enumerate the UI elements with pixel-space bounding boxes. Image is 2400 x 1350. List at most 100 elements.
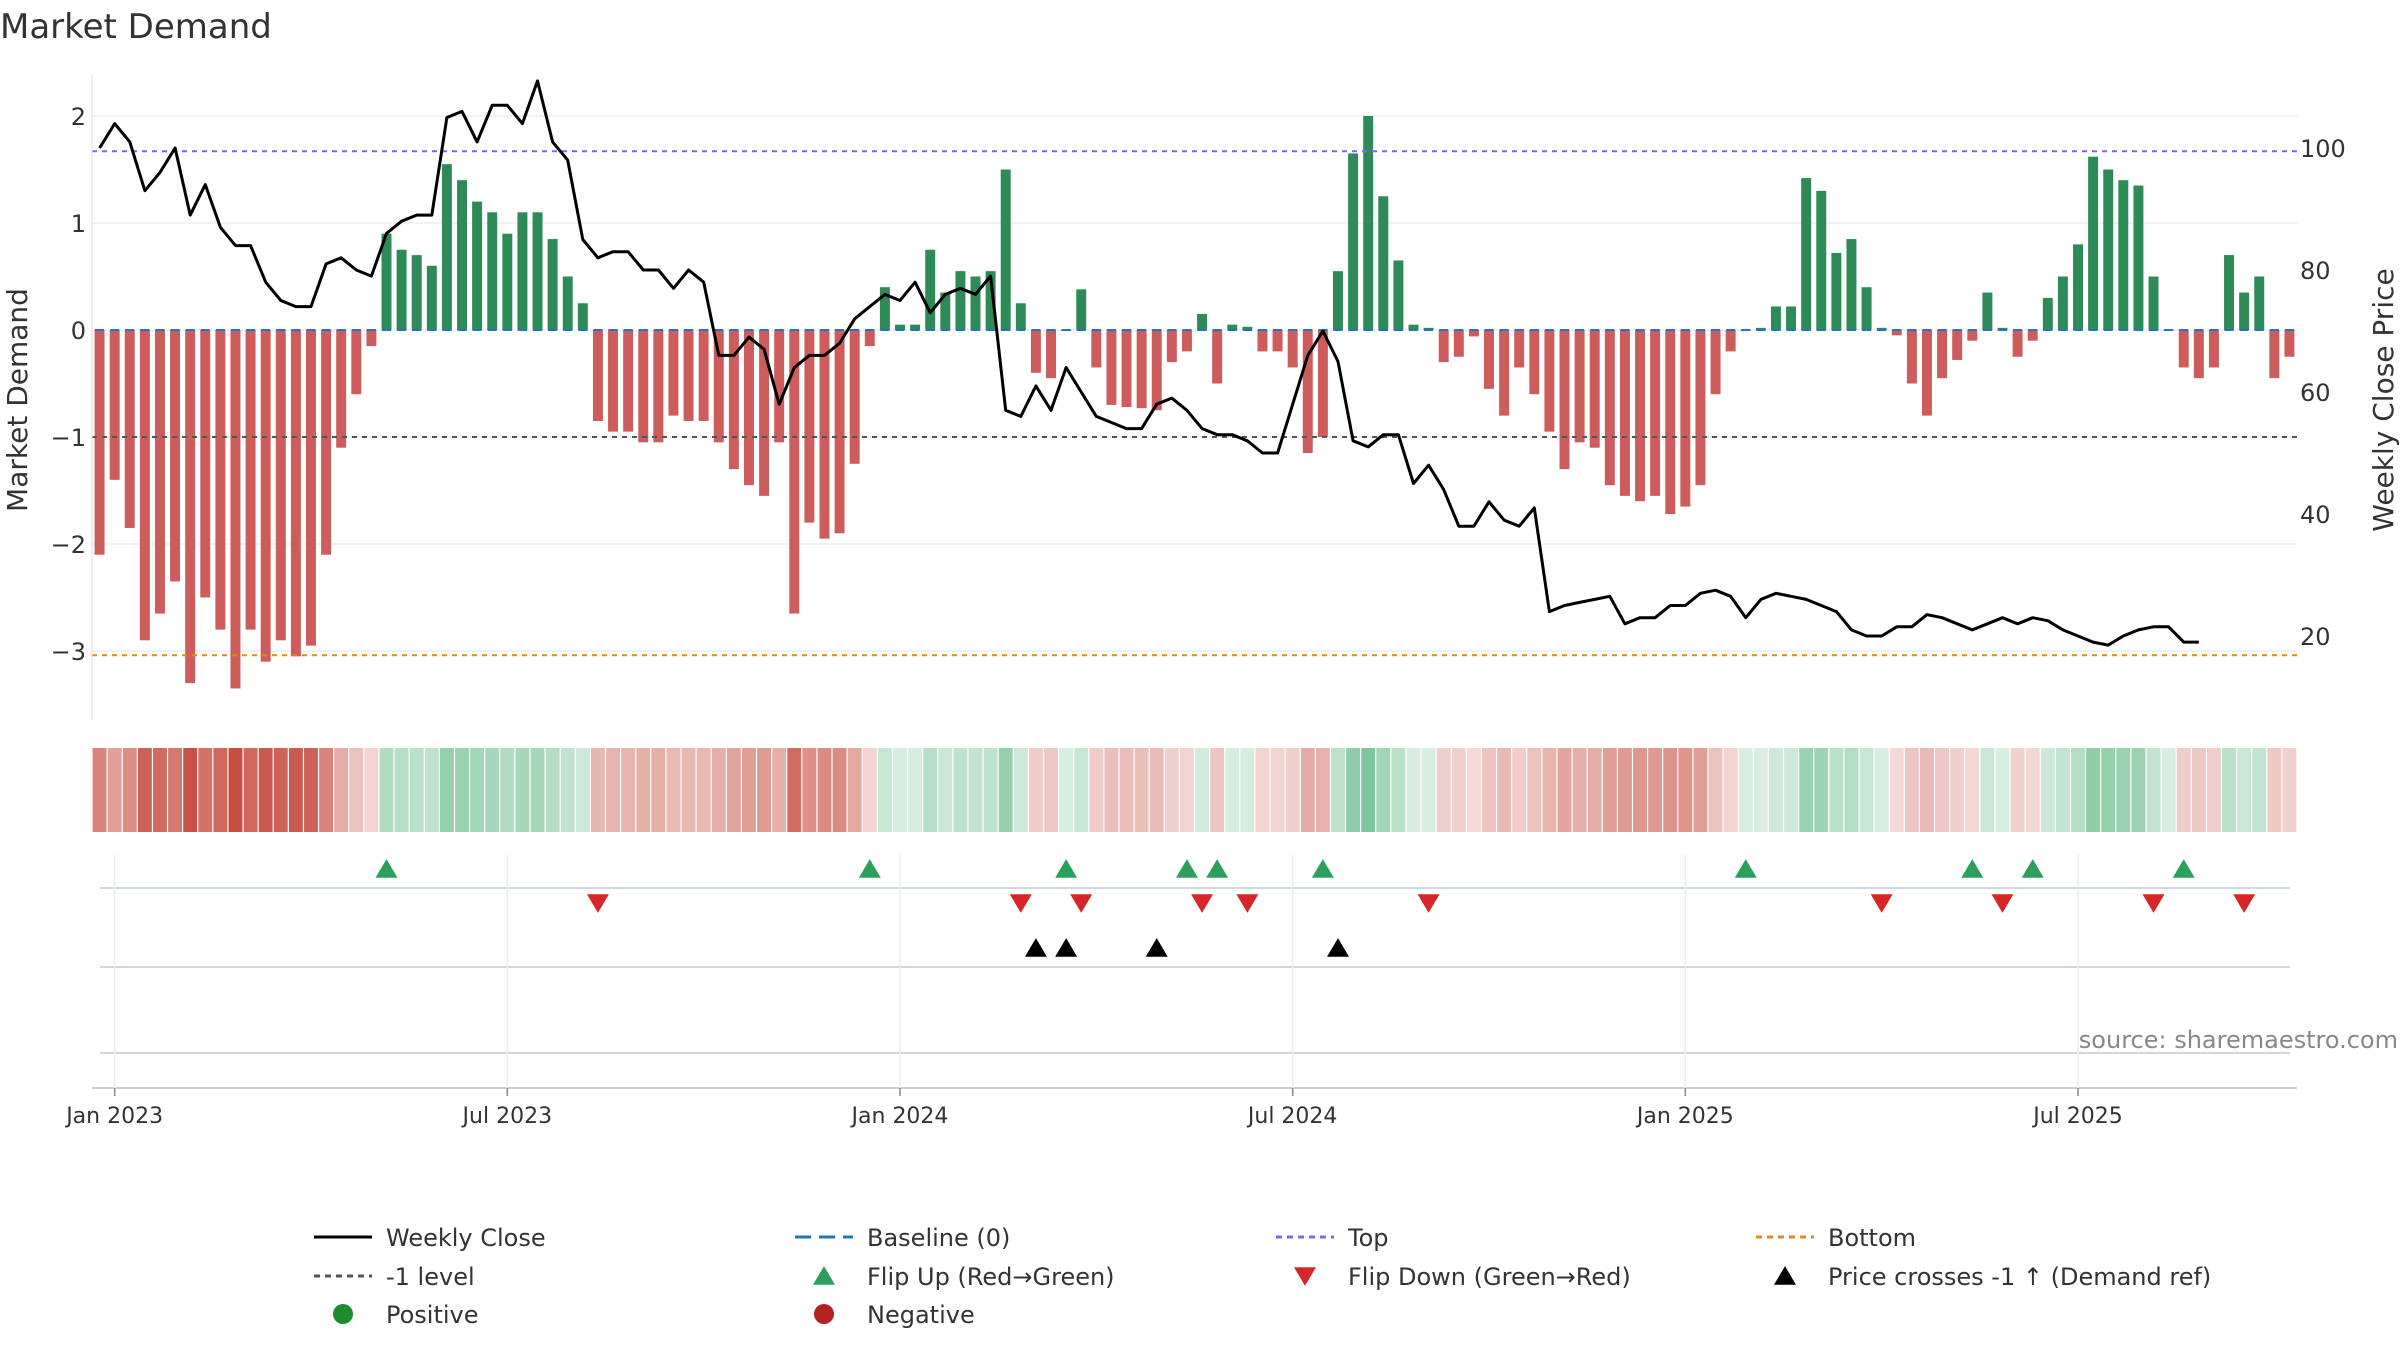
demand-bar: [774, 330, 785, 443]
demand-bar: [1619, 330, 1630, 496]
heat-cell: [2267, 748, 2282, 832]
y2-tick-label: 100: [2300, 135, 2346, 163]
demand-bar: [94, 330, 105, 555]
legend-swatch: [813, 1266, 835, 1285]
heat-cell: [1602, 748, 1617, 832]
demand-bar: [879, 287, 890, 330]
flip-up-marker: [1734, 859, 1757, 878]
heat-cell: [183, 748, 198, 832]
heat-cell: [1527, 748, 1542, 832]
heat-cell: [1769, 748, 1783, 832]
y2-tick-label: 40: [2300, 501, 2331, 529]
heat-cell: [726, 748, 741, 832]
heat-cell: [1195, 748, 1210, 832]
heat-cell: [802, 748, 817, 832]
heat-cell: [1361, 748, 1376, 832]
heat-cell: [1663, 748, 1678, 832]
y2-tick-label: 20: [2300, 623, 2331, 651]
heat-cell: [1149, 748, 1164, 832]
heat-cell: [2040, 748, 2055, 832]
heat-cell: [2191, 748, 2206, 832]
heat-cell: [681, 748, 696, 832]
flip-up-marker: [1055, 859, 1078, 878]
heat-cell: [908, 748, 923, 832]
demand-bar: [1589, 330, 1600, 448]
legend-item: Baseline (0): [795, 1224, 1010, 1252]
heat-cell: [424, 748, 439, 832]
demand-bar: [1030, 330, 1041, 373]
heat-cell: [636, 748, 651, 832]
demand-bar: [698, 330, 709, 421]
heat-cell: [485, 748, 500, 832]
demand-bar: [411, 255, 422, 330]
legend-swatch: [333, 1304, 353, 1324]
demand-bar: [472, 201, 483, 330]
legend-label: -1 level: [386, 1263, 475, 1291]
y2-tick-label: 80: [2300, 257, 2331, 285]
heat-cell: [1315, 748, 1330, 832]
price-cross-marker: [1326, 938, 1349, 957]
demand-bar: [1272, 330, 1283, 352]
demand-bar: [910, 324, 921, 330]
heat-cell: [470, 748, 485, 832]
demand-bar: [185, 330, 196, 684]
heat-cell: [1708, 748, 1723, 832]
demand-bar: [1967, 330, 1978, 341]
demand-bar: [321, 330, 332, 555]
legend-label: Bottom: [1828, 1224, 1916, 1252]
heat-cell: [1466, 748, 1481, 832]
demand-bar: [215, 330, 226, 630]
heat-cell: [2055, 748, 2070, 832]
heat-cell: [877, 748, 892, 832]
demand-bar: [1725, 330, 1736, 352]
legend-item: Bottom: [1756, 1224, 1916, 1252]
heat-cell: [2282, 748, 2297, 832]
legend-swatch: [1294, 1267, 1316, 1286]
demand-bar: [275, 330, 286, 641]
weekly-close-line: [98, 79, 2199, 647]
demand-bar: [1468, 330, 1479, 337]
legend-label: Flip Up (Red→Green): [867, 1263, 1115, 1291]
heat-cell: [1935, 748, 1950, 832]
flip-up-marker: [375, 859, 398, 878]
demand-bar: [1302, 330, 1313, 454]
demand-bar: [1695, 330, 1706, 486]
heat-cell: [349, 748, 364, 832]
heat-cell: [2146, 748, 2161, 832]
legend-item: Price crosses -1 ↑ (Demand ref): [1774, 1263, 2211, 1291]
demand-bar: [743, 330, 754, 486]
heat-cell: [1421, 748, 1436, 832]
demand-bar: [728, 330, 739, 470]
demand-bar: [1046, 330, 1057, 379]
demand-bar: [834, 330, 845, 534]
gridlines: [92, 115, 2297, 652]
heat-cell: [515, 748, 530, 832]
demand-bar: [970, 276, 981, 330]
heat-cell: [137, 748, 152, 832]
heat-cell: [666, 748, 681, 832]
heat-cell: [1300, 748, 1315, 832]
price-cross-marker: [1055, 938, 1078, 957]
heat-cell: [500, 748, 515, 832]
heat-cell: [847, 748, 862, 832]
heat-cell: [1995, 748, 2010, 832]
heat-cell: [1044, 748, 1058, 832]
demand-bar: [1891, 330, 1902, 336]
demand-bar: [2133, 185, 2144, 330]
heat-cell: [590, 748, 605, 832]
heat-cell: [651, 748, 666, 832]
demand-bar: [2284, 330, 2295, 357]
demand-bar: [1348, 153, 1359, 330]
demand-bar: [1393, 260, 1404, 330]
heat-cell: [983, 748, 998, 832]
demand-bar: [1770, 306, 1781, 330]
heat-cell: [530, 748, 545, 832]
flip-down-marker: [1870, 894, 1893, 913]
heat-cell: [1210, 748, 1225, 832]
heat-cell: [1406, 748, 1421, 832]
demand-bar: [638, 330, 649, 443]
heat-cell: [1104, 748, 1119, 832]
heat-cell: [938, 748, 953, 832]
demand-bar: [1816, 190, 1827, 330]
heat-cell: [1723, 748, 1738, 832]
